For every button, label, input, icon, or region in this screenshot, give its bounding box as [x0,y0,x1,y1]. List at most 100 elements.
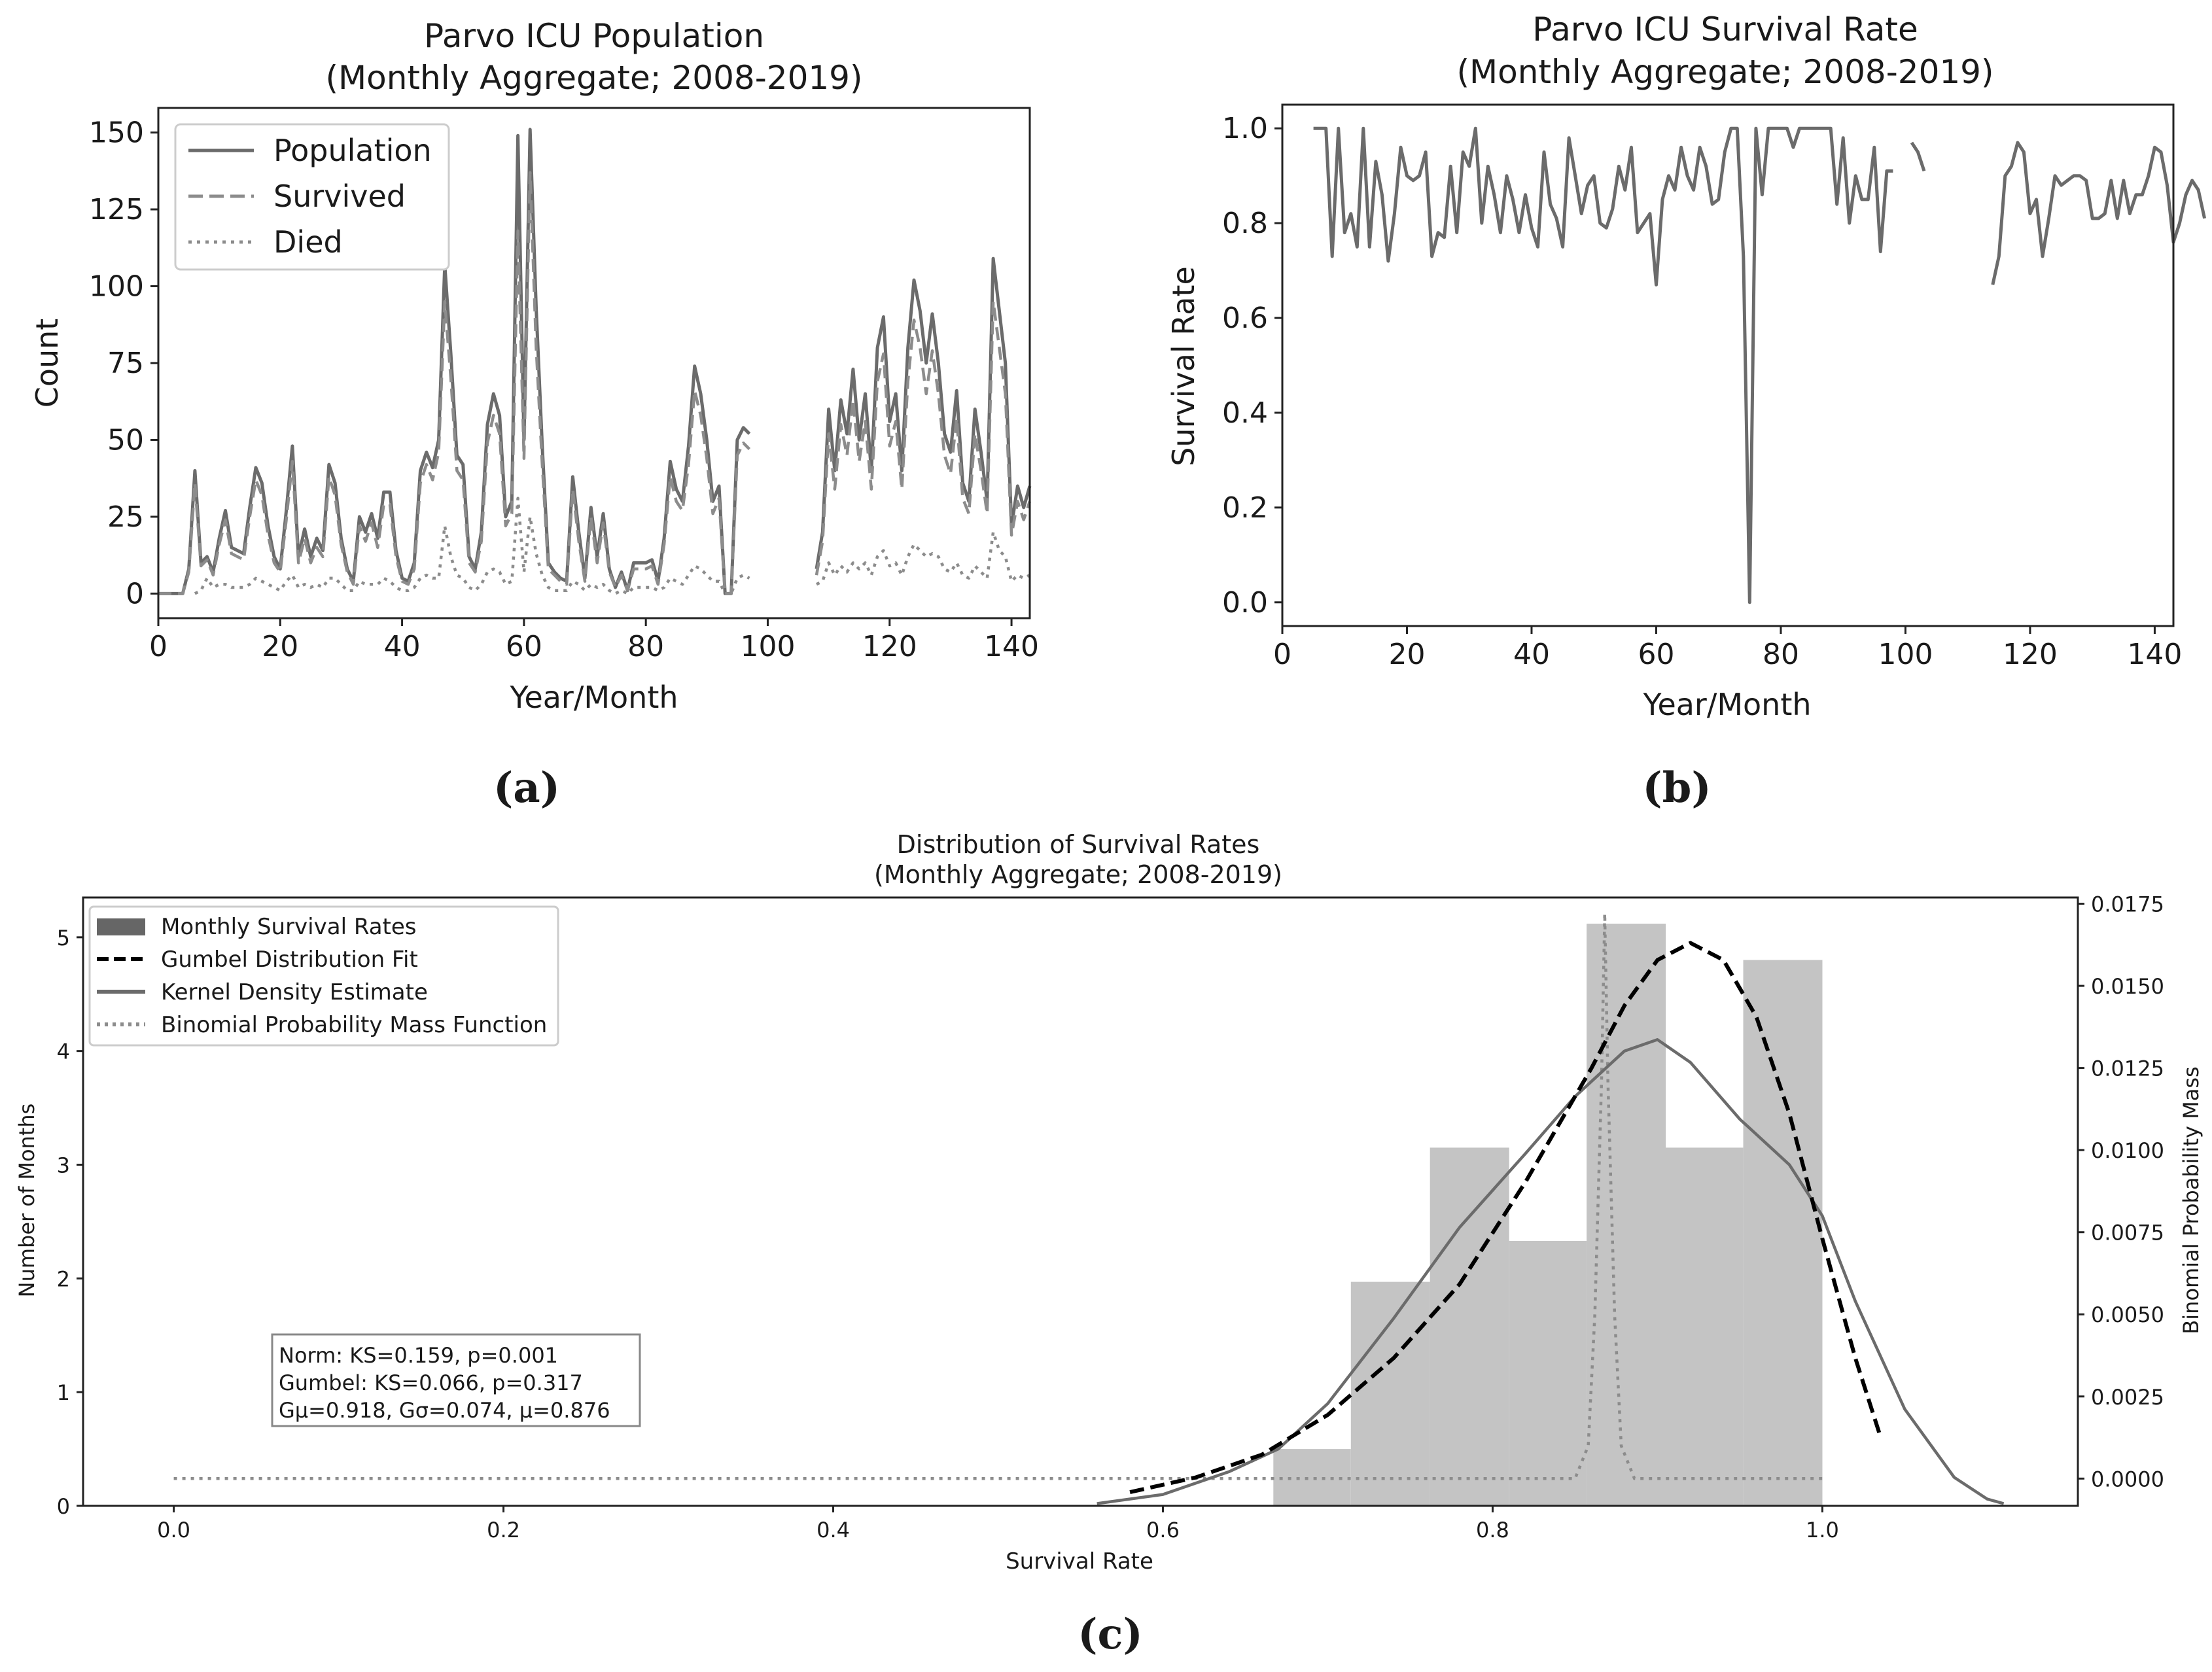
panel-a-x-axis-label: Year/Month [509,680,678,715]
gumbel-fit-line-segment-0 [1129,941,1882,1495]
histogram-bar [1430,1147,1509,1506]
panel-a-title-line1: Parvo ICU Population [424,17,764,55]
panel-b-ytick-label: 0.8 [1222,207,1268,240]
legend-survived-label: Survived [273,179,406,214]
panel-c-ytick-label: 3 [57,1153,70,1178]
panel-c-xtick-label: 0.6 [1146,1518,1180,1542]
legend-population-label: Population [273,133,432,168]
panel-c-xtick-label: 0.4 [816,1518,850,1542]
panel-c-xtick-label: 0.0 [157,1518,190,1542]
panel-a-population-chart: Parvo ICU Population (Monthly Aggregate;… [29,17,1039,812]
legend-monthly-rates-label: Monthly Survival Rates [161,914,417,940]
histogram-bar [1350,1281,1430,1506]
panel-b-xtick-label: 100 [1878,638,1933,671]
panel-c-ytick-label: 1 [57,1380,70,1405]
panel-a-xtick-label: 20 [262,630,298,663]
histogram-bar [1587,924,1666,1506]
population-line-segment-0 [158,128,751,595]
panel-a-xtick-label: 60 [506,630,542,663]
panel-c-ytick-label: 4 [57,1039,70,1064]
panel-c-legend: Monthly Survival Rates Gumbel Distributi… [88,905,559,1047]
panel-b-survival-rate-chart: Parvo ICU Survival Rate (Monthly Aggrega… [1166,10,2207,812]
panel-c-title-line1: Distribution of Survival Rates [897,830,1260,859]
histogram-bar [1666,1147,1744,1506]
panel-c-distribution-chart: Distribution of Survival Rates (Monthly … [14,830,2203,1659]
panel-c-y-axis-label: Number of Months [14,1104,39,1298]
panel-c-right-ytick-label: 0.0175 [2091,892,2164,917]
population-line-segment-1 [815,256,1032,570]
panel-c-legend-box [88,905,559,1047]
panel-c-right-ytick-label: 0.0050 [2091,1302,2164,1327]
panel-a-ytick-label: 100 [89,270,144,304]
panel-c-right-ytick-label: 0.0125 [2091,1056,2164,1081]
legend-gumbel-label: Gumbel Distribution Fit [161,947,418,973]
panel-b-label: (b) [1642,763,1711,812]
panel-a-ytick-label: 150 [89,116,144,150]
panel-b-xtick-label: 120 [2003,638,2058,671]
panel-c-xtick-label: 1.0 [1806,1518,1839,1542]
legend-died-label: Died [273,224,343,260]
panel-c-ytick-label: 0 [57,1494,70,1519]
legend-monthly-rates-swatch [97,918,145,935]
panel-b-y-axis-label: Survival Rate [1166,266,1201,466]
panel-b-ytick-label: 1.0 [1222,112,1268,145]
survival-rate-line-segment-0 [1313,126,1893,604]
panel-b-title-line2: (Monthly Aggregate; 2008-2019) [1456,53,1993,91]
panel-a-xtick-label: 40 [384,630,421,663]
died-line-segment-1 [815,531,1031,586]
panel-c-right-ytick-label: 0.0100 [2091,1138,2164,1163]
panel-a-xtick-label: 120 [862,630,917,663]
histogram-bar [1743,960,1823,1506]
panel-b-title-line1: Parvo ICU Survival Rate [1532,10,1918,48]
panel-b-xtick-label: 80 [1763,638,1799,671]
panel-c-right-ytick-label: 0.0150 [2091,974,2164,999]
panel-a-ytick-label: 0 [126,577,144,610]
panel-b-xtick-label: 40 [1513,638,1550,671]
panel-a-ytick-label: 125 [89,193,144,226]
panel-c-right-y-axis-label: Binomial Probability Mass [2179,1066,2203,1334]
panel-a-xtick-label: 100 [740,630,795,663]
survived-line-segment-1 [815,300,1032,576]
survived-line-segment-0 [158,171,751,595]
panel-b-ytick-label: 0.0 [1222,586,1268,619]
panel-c-ytick-label: 5 [57,926,70,950]
panel-c-xtick-label: 0.2 [487,1518,520,1542]
legend-kde-label: Kernel Density Estimate [161,979,428,1005]
panel-b-xtick-label: 140 [2127,638,2182,671]
legend-binomial-label: Binomial Probability Mass Function [161,1012,547,1038]
panel-b-x-axis-label: Year/Month [1642,687,1811,722]
panel-a-xtick-label: 140 [984,630,1039,663]
survival-rate-line-segment-1 [1910,141,1926,172]
survival-rate-line-segment-2 [1991,141,2207,285]
panel-c-x-axis-label: Survival Rate [1006,1548,1153,1575]
panel-c-title-line2: (Monthly Aggregate; 2008-2019) [874,860,1282,889]
panel-c-stats-box: Norm: KS=0.159, p=0.001 Gumbel: KS=0.066… [271,1333,641,1427]
stats-box-frame [271,1333,641,1427]
panel-b-xtick-label: 60 [1638,638,1674,671]
panel-b-xtick-label: 20 [1388,638,1425,671]
panel-b-ytick-label: 0.2 [1222,491,1268,525]
panel-a-xtick-label: 80 [627,630,664,663]
panel-a-y-axis-label: Count [29,319,65,408]
histogram-bar [1509,1241,1587,1506]
panel-b-plot-frame [1281,103,2175,627]
panel-a-ytick-label: 25 [107,500,144,534]
histogram-bar [1273,1449,1351,1506]
stats-line-params: Gμ=0.918, Gσ=0.074, μ=0.876 [279,1398,610,1423]
panel-a-title-line2: (Monthly Aggregate; 2008-2019) [325,59,862,97]
stats-line-norm: Norm: KS=0.159, p=0.001 [279,1343,558,1368]
panel-b-ytick-label: 0.4 [1222,396,1268,430]
panel-c-label: (c) [1078,1610,1143,1659]
panel-a-label: (a) [493,763,560,812]
stats-line-gumbel: Gumbel: KS=0.066, p=0.317 [279,1370,583,1395]
panel-c-right-ytick-label: 0.0075 [2091,1221,2164,1245]
panel-c-right-ytick-label: 0.0000 [2091,1467,2164,1491]
panel-b-ytick-label: 0.6 [1222,302,1268,335]
kde-line-segment-0 [1097,1038,2005,1505]
panel-b-xtick-label: 0 [1273,638,1291,671]
panel-a-legend: Population Survived Died [174,123,450,271]
panel-c-right-ytick-label: 0.0025 [2091,1385,2164,1410]
panel-c-ytick-label: 2 [57,1266,70,1291]
panel-a-ytick-label: 50 [107,423,144,457]
